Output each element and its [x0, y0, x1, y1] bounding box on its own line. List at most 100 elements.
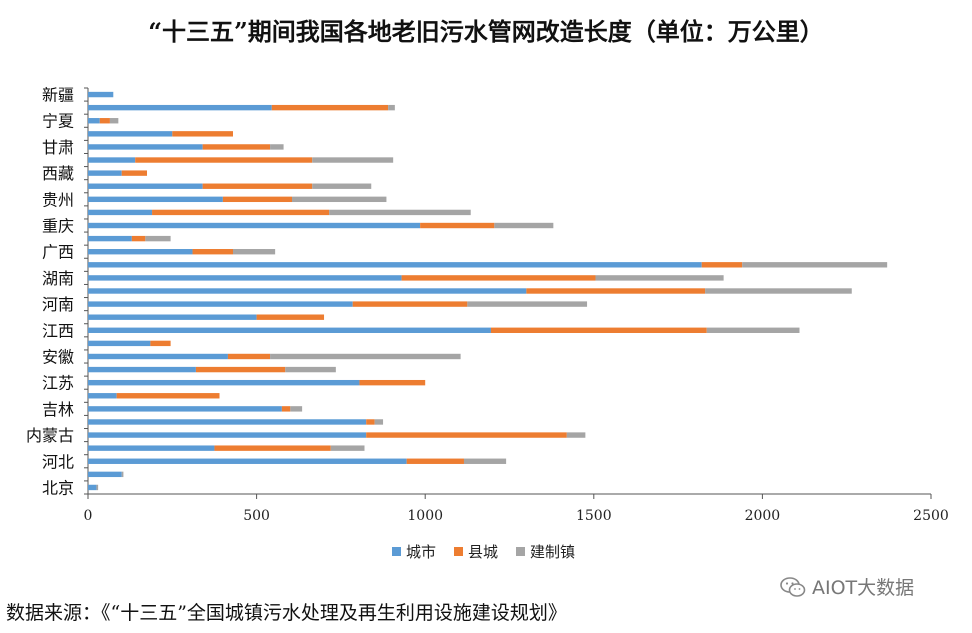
watermark-text: AIOT大数据 — [812, 577, 915, 599]
bar-西藏-城市 — [88, 170, 122, 176]
bar-安徽-县城 — [227, 353, 271, 360]
bar-江西-建制镇 — [706, 327, 800, 333]
bar-重庆-建制镇 — [494, 222, 554, 229]
bar-广西-城市 — [88, 249, 193, 255]
bar-安徽-城市 — [88, 353, 228, 360]
category-label: 宁夏 — [42, 112, 74, 131]
bar-江苏-城市 — [88, 379, 360, 386]
bar-陕西-城市 — [88, 157, 136, 163]
bar-云南-建制镇 — [312, 183, 372, 189]
category-label: 西藏 — [42, 164, 74, 183]
bar-海南-县城 — [131, 235, 146, 242]
bar-湖南-县城 — [401, 275, 596, 281]
x-tick-label: 2500 — [913, 508, 949, 524]
bar-山东-城市 — [88, 314, 257, 320]
bar-西藏-县城 — [121, 170, 148, 176]
bar-山西-县城 — [214, 445, 331, 451]
category-label: 江苏 — [42, 374, 74, 393]
bar-贵州-建制镇 — [292, 196, 387, 203]
category-label: 吉林 — [42, 400, 74, 419]
category-label: 安徽 — [42, 347, 74, 366]
category-label: 广西 — [42, 243, 74, 262]
bar-四川-城市 — [88, 209, 153, 216]
bar-河南-城市 — [88, 301, 353, 307]
bar-吉林-县城 — [281, 406, 291, 412]
bar-湖南-建制镇 — [595, 275, 724, 281]
bar-河北-建制镇 — [463, 458, 507, 464]
chart-bars — [88, 91, 888, 491]
legend-label: 城市 — [406, 543, 437, 561]
bar-黑龙江-县城 — [116, 393, 220, 399]
category-label: 北京 — [42, 478, 74, 497]
bar-江苏-县城 — [359, 379, 426, 386]
bar-重庆-城市 — [88, 222, 421, 229]
legend-item: 县城 — [454, 541, 498, 562]
bar-湖北-建制镇 — [705, 288, 852, 294]
category-label: 贵州 — [42, 190, 74, 209]
bar-黑龙江-城市 — [88, 393, 117, 399]
bar-江西-城市 — [88, 327, 491, 333]
legend-label: 建制镇 — [530, 543, 576, 561]
bar-广西-建制镇 — [232, 249, 276, 255]
bar-四川-建制镇 — [329, 209, 471, 216]
category-label: 内蒙古 — [26, 426, 74, 445]
bar-吉林-城市 — [88, 406, 282, 412]
bar-辽宁-建制镇 — [374, 419, 384, 425]
bar-陕西-县城 — [135, 157, 313, 163]
bar-内蒙古-县城 — [366, 432, 567, 438]
category-label: 河北 — [42, 452, 74, 471]
bar-湖北-城市 — [88, 288, 527, 294]
category-label: 甘肃 — [42, 138, 74, 157]
chart-legend: 城市 县城 建制镇 — [392, 541, 575, 562]
chart-title: “十三五”期间我国各地老旧污水管网改造长度（单位：万公里） — [148, 17, 824, 46]
bar-浙江-县城 — [195, 366, 286, 373]
bar-陕西-建制镇 — [312, 157, 394, 163]
bar-北京-建制镇 — [96, 484, 99, 491]
bar-宁夏-城市 — [88, 118, 100, 124]
x-tick-label: 0 — [84, 508, 93, 524]
source-note: 数据来源：《“十三五”全国城镇污水处理及再生利用设施建设规划》 — [6, 602, 567, 624]
bar-海南-城市 — [88, 235, 132, 242]
bar-重庆-县城 — [420, 222, 495, 229]
bar-四川-县城 — [152, 209, 330, 216]
category-label: 新疆 — [42, 86, 74, 105]
bar-山东-县城 — [256, 314, 325, 320]
bar-安徽-建制镇 — [270, 353, 461, 360]
x-tick-label: 1000 — [407, 508, 443, 524]
bar-内蒙古-建制镇 — [566, 432, 586, 438]
bar-江西-县城 — [490, 327, 707, 333]
bar-广东-建制镇 — [742, 262, 888, 268]
legend-item: 城市 — [392, 541, 436, 562]
bar-内蒙古-城市 — [88, 432, 367, 438]
watermark: AIOT大数据 — [780, 573, 914, 600]
bar-云南-县城 — [202, 183, 313, 189]
bar-湖北-县城 — [526, 288, 706, 294]
bar-河南-建制镇 — [467, 301, 588, 307]
bar-新疆兵团-县城 — [271, 104, 389, 111]
bar-新疆兵团-建制镇 — [388, 104, 395, 111]
bar-新疆兵团-城市 — [88, 104, 272, 111]
bar-甘肃-县城 — [202, 144, 271, 150]
legend-swatch — [516, 547, 526, 556]
bar-广东-城市 — [88, 262, 702, 268]
bar-海南-建制镇 — [145, 235, 171, 242]
bar-河北-县城 — [406, 458, 464, 464]
bar-甘肃-城市 — [88, 144, 203, 150]
bar-新疆-城市 — [88, 91, 114, 98]
category-label: 重庆 — [42, 217, 74, 236]
x-tick-label: 500 — [243, 508, 270, 524]
bar-福建-县城 — [150, 340, 171, 347]
bar-广东-县城 — [701, 262, 743, 268]
bar-宁夏-县城 — [99, 118, 110, 124]
bar-宁夏-建制镇 — [109, 118, 119, 124]
x-tick-label: 2000 — [745, 508, 781, 524]
bar-天津-城市 — [88, 471, 122, 478]
wechat-icon — [780, 576, 806, 597]
legend-swatch — [392, 547, 401, 556]
category-label: 河南 — [42, 295, 74, 314]
bar-山西-城市 — [88, 445, 215, 451]
bar-湖南-城市 — [88, 275, 402, 281]
bar-浙江-建制镇 — [285, 366, 336, 373]
bar-福建-城市 — [88, 340, 151, 347]
